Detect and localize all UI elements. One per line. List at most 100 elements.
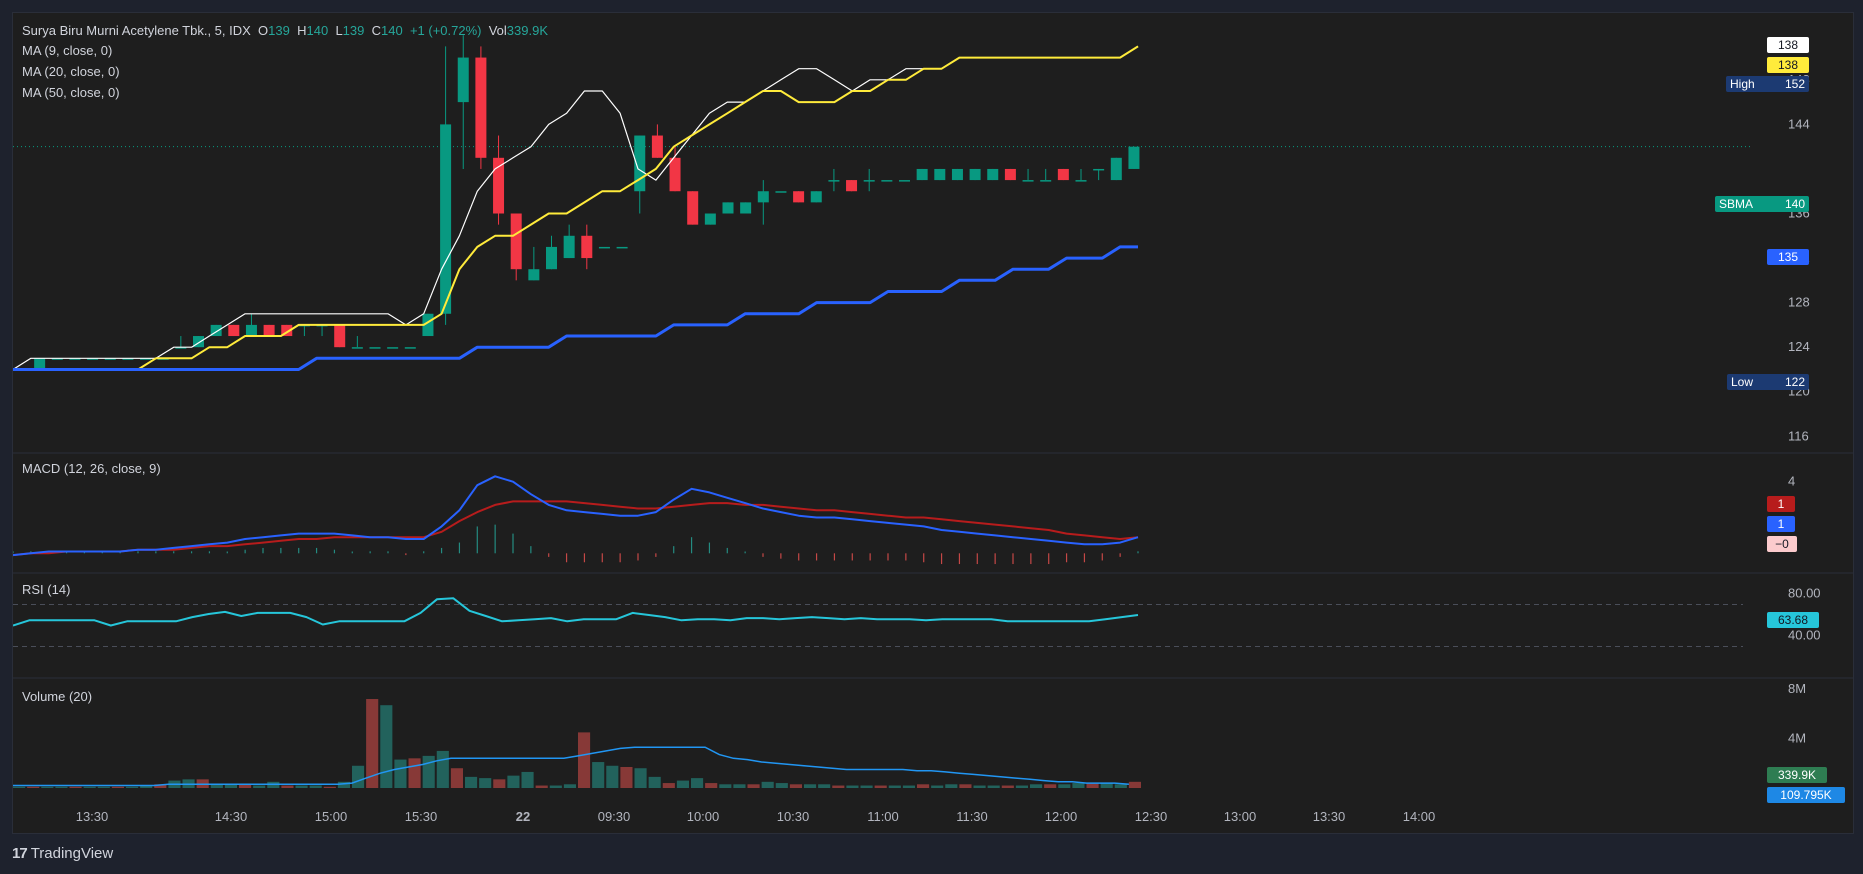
macd-signal-tag: 1 <box>1767 496 1795 512</box>
macd-line-tag: 1 <box>1767 516 1795 532</box>
candle-body <box>1128 146 1140 169</box>
low-tag-value: 122 <box>1784 375 1805 389</box>
time-axis-tick: 10:30 <box>777 809 810 824</box>
high-tag: High 152 <box>1726 76 1809 92</box>
tradingview-logo[interactable]: 17 TradingView <box>12 845 113 862</box>
candle-body <box>793 191 805 203</box>
legend-volume[interactable]: Volume (20) <box>22 689 93 704</box>
candle-body <box>916 168 928 181</box>
volume-bar <box>719 784 732 788</box>
chart-frame[interactable]: 148144136132128124120116480.0040.008M4M1… <box>12 12 1854 834</box>
candle-body <box>846 180 858 192</box>
candle-body <box>899 180 910 182</box>
time-axis-tick: 12:30 <box>1135 809 1168 824</box>
price-axis-tick: 128 <box>1788 295 1810 310</box>
rsi-axis-tick: 80.00 <box>1788 586 1821 601</box>
low-label: L <box>335 23 343 38</box>
chart-canvas[interactable]: 148144136132128124120116480.0040.008M4M1… <box>13 13 1853 833</box>
candle-body <box>669 157 681 192</box>
volume-bar <box>1015 785 1028 788</box>
volume-bar <box>888 785 901 788</box>
volume-bar <box>309 785 322 788</box>
volume-bar <box>1030 784 1043 788</box>
volume-bar <box>804 784 817 788</box>
volume-value-tag: 339.9K <box>1767 767 1827 783</box>
legend-ma50[interactable]: MA (50, close, 0) <box>22 85 120 100</box>
candle-body <box>934 168 946 181</box>
volume-bar <box>1001 785 1014 788</box>
open-label: O <box>258 23 269 38</box>
volume-bar <box>1086 783 1099 788</box>
candle-body <box>563 235 575 259</box>
volume-bar <box>352 765 365 788</box>
volume-bar <box>507 775 520 788</box>
volume-bar <box>1058 784 1071 788</box>
candle-body <box>969 168 981 181</box>
volume-bar <box>832 785 845 788</box>
close-label: C <box>371 23 381 38</box>
time-axis-tick: 11:30 <box>956 809 988 824</box>
symbol-legend: Surya Biru Murni Acetylene Tbk., 5, IDX … <box>22 23 548 38</box>
change-value: +1 (+0.72%) <box>409 23 482 38</box>
candle-body <box>140 358 152 360</box>
volume-bar <box>846 785 859 788</box>
candle-body <box>440 124 452 314</box>
legend-rsi[interactable]: RSI (14) <box>22 582 71 597</box>
volume-bar <box>563 784 576 788</box>
volume-bar <box>691 778 704 788</box>
symbol-title: Surya Biru Murni Acetylene Tbk., 5, IDX <box>22 23 251 38</box>
candle-body <box>1022 180 1034 182</box>
volume-bar <box>592 762 605 788</box>
volume-bar <box>295 785 308 788</box>
candle-body <box>687 191 699 225</box>
volume-bar <box>1044 784 1057 788</box>
candle-body <box>245 324 257 337</box>
volume-bar <box>860 785 873 788</box>
volume-bar <box>1114 784 1127 788</box>
candle-body <box>546 246 557 270</box>
volume-axis-tick: 4M <box>1788 731 1806 746</box>
rsi-line <box>13 597 1139 627</box>
candle-body <box>775 191 787 193</box>
legend-ma20[interactable]: MA (20, close, 0) <box>22 64 120 79</box>
volume-bar <box>973 785 986 788</box>
legend-ma9[interactable]: MA (9, close, 0) <box>22 43 113 58</box>
candle-body <box>175 347 187 349</box>
volume-bar <box>1128 781 1141 788</box>
high-tag-label: High <box>1730 77 1755 91</box>
ma20-line <box>13 45 1139 371</box>
volume-bar <box>408 758 421 788</box>
candle-body <box>651 135 663 158</box>
candle-body <box>69 358 81 360</box>
volume-bar <box>140 785 153 788</box>
last-price-tag: SBMA 140 <box>1715 196 1809 212</box>
candle-body <box>281 324 293 337</box>
volume-bar <box>55 786 68 788</box>
time-axis-tick: 12:00 <box>1045 809 1078 824</box>
volume-bar <box>902 785 915 788</box>
time-axis-tick: 15:30 <box>405 809 438 824</box>
volume-bar <box>13 786 26 788</box>
volume-bar <box>945 784 958 788</box>
volume-bar <box>210 784 223 788</box>
legend-macd[interactable]: MACD (12, 26, close, 9) <box>22 461 161 476</box>
close-value: 140 <box>381 23 403 38</box>
candle-body <box>510 213 522 270</box>
candle-body <box>493 157 505 214</box>
volume-bar <box>83 786 96 788</box>
volume-bar <box>493 779 506 788</box>
volume-bar <box>436 750 449 788</box>
time-axis-tick: 15:00 <box>315 809 348 824</box>
candle-body <box>616 246 628 249</box>
volume-bar <box>111 786 124 788</box>
volume-bar <box>662 783 675 788</box>
candle-body <box>104 358 116 360</box>
candle-body <box>122 358 134 360</box>
volume-bar <box>931 785 944 788</box>
time-axis-tick: 14:00 <box>1403 809 1436 824</box>
high-label: H <box>297 23 307 38</box>
time-axis-tick: 09:30 <box>598 809 631 824</box>
volume-bar <box>818 784 831 788</box>
candle-body <box>1040 180 1052 182</box>
volume-bar <box>479 778 492 788</box>
